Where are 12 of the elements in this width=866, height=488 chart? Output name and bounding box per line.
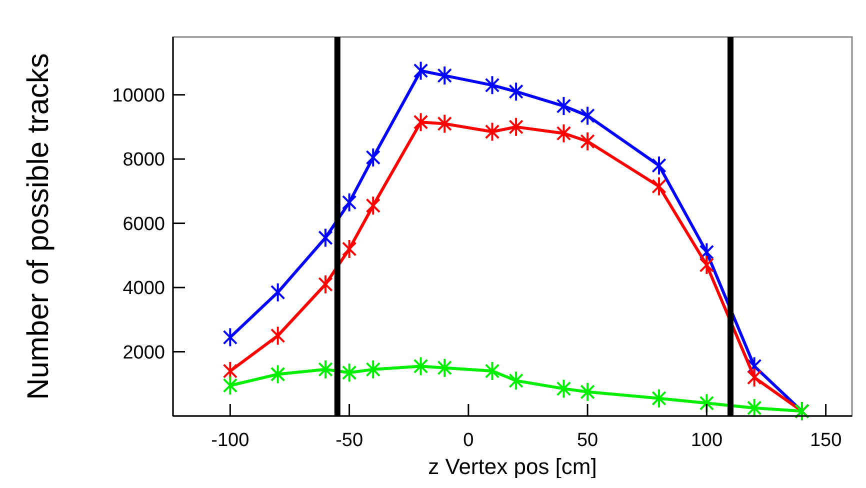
x-tick-label: 100 bbox=[690, 430, 723, 451]
y-tick-label: 8000 bbox=[122, 150, 165, 171]
x-tick-label: -100 bbox=[211, 430, 250, 451]
y-tick-label: 6000 bbox=[122, 214, 165, 235]
y-tick-label: 2000 bbox=[122, 342, 165, 364]
x-tick-label: -50 bbox=[336, 430, 364, 451]
x-tick-label: 0 bbox=[463, 430, 474, 451]
y-axis-title: Number of possible tracks bbox=[22, 53, 55, 400]
x-tick-label: 150 bbox=[810, 430, 842, 451]
y-tick-label: 4000 bbox=[122, 278, 165, 300]
y-tick-label: 10000 bbox=[112, 85, 165, 106]
x-tick-label: 50 bbox=[576, 430, 598, 451]
